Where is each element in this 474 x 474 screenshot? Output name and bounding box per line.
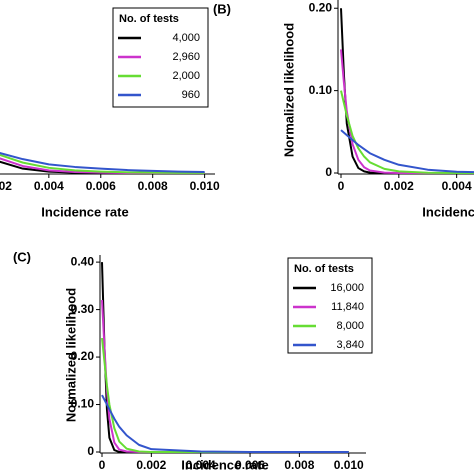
x-axis-label: Incidence rate [422,204,474,219]
series-group [340,8,474,174]
x-axis-label: Incidence rate [181,457,268,472]
series-line [0,152,205,173]
panel-label: (C) [13,249,31,264]
y-tick-label: 0.10 [71,397,95,411]
x-tick-label: 0.004 [442,179,472,193]
legend-label: 3,840 [336,339,364,351]
x-tick-label: 0.008 [284,458,314,472]
series-line [340,129,474,174]
series-group [101,262,349,453]
series-line [101,394,349,453]
series-line [340,49,474,174]
legend-label: 2,960 [172,51,200,63]
legend-label: 8,000 [336,320,364,332]
x-tick-label: 0.006 [86,179,116,193]
series-line [101,337,349,453]
y-tick-label: 0 [87,444,94,458]
legend-title: No. of tests [119,13,179,25]
series-line [340,90,474,174]
legend-label: 2,000 [172,70,200,82]
series-line [0,153,205,174]
y-tick-label: 0.20 [71,349,95,363]
legend-label: 960 [182,89,200,101]
y-tick-label: 0.30 [71,302,95,316]
legend-box [287,257,373,354]
x-tick-label: 0.010 [334,458,364,472]
x-tick-label: 0.002 [0,179,12,193]
x-tick-label: 0.002 [384,179,414,193]
x-tick-label: 0.004 [186,458,216,472]
y-tick-label: 0.40 [71,254,95,268]
y-axis-label: Normalized likelihood [63,288,78,422]
legend-label: 11,840 [331,301,364,313]
x-tick-label: 0.002 [136,458,166,472]
series-line [340,8,474,174]
x-tick-label: 0 [99,458,106,472]
legend-title: No. of tests [294,263,354,275]
panel: 0.002 0.004 0.006 0.008 0.010 Incidence rate N… [0,7,220,219]
panel: 0 0.002 0.004 0 0.10 0.20 Incidence rate Normal… [213,0,474,219]
panel-label: (B) [213,1,231,16]
x-tick-label: 0.006 [235,458,265,472]
series-group [0,152,205,174]
y-tick-label: 0.20 [309,0,333,14]
y-tick-label: 0.10 [309,83,333,97]
y-tick-label: 0 [325,165,332,179]
panel: 0 0.002 0.004 0.006 0.008 0.010 0 0.10 0.20 0.30 0… [13,249,373,472]
legend-label: 4,000 [172,32,200,44]
x-axis-label: Incidence rate [41,204,128,219]
x-tick-label: 0 [338,179,345,193]
x-tick-label: 0.004 [34,179,64,193]
x-tick-label: 0.008 [138,179,168,193]
legend-label: 16,000 [330,282,364,294]
y-axis-label: Normalized likelihood [281,23,296,157]
x-tick-label: 0.010 [190,179,220,193]
